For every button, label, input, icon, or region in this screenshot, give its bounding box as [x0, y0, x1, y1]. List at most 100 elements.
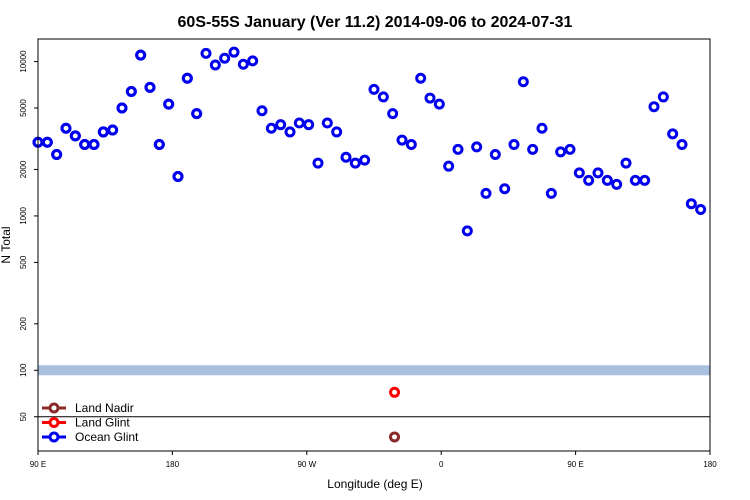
ocean-glint-point	[275, 119, 287, 131]
ocean-glint-point	[340, 151, 352, 163]
ocean-glint-point	[153, 139, 165, 151]
ocean-glint-point	[293, 117, 305, 129]
ocean-glint-point	[312, 157, 324, 169]
land-glint-point	[389, 386, 401, 398]
ocean-glint-point	[237, 58, 249, 70]
ocean-glint-point	[228, 46, 240, 58]
ocean-glint-point	[452, 143, 464, 155]
ocean-glint-point	[471, 141, 483, 153]
x-tick-label: 180	[166, 460, 180, 469]
ocean-glint-point	[200, 47, 212, 59]
ocean-glint-point	[256, 105, 268, 117]
y-axis-label: N Total	[0, 226, 13, 263]
ocean-glint-point	[97, 126, 109, 138]
legend-label-land-glint: Land Glint	[75, 416, 130, 430]
ocean-glint-point	[620, 157, 632, 169]
ocean-glint-point	[564, 143, 576, 155]
ocean-glint-point	[508, 139, 520, 151]
ocean-glint-point	[536, 122, 548, 134]
ocean-glint-point	[359, 154, 371, 166]
ocean-glint-point	[377, 91, 389, 103]
x-tick-label: 180	[703, 460, 717, 469]
y-tick-label: 50	[19, 412, 28, 421]
ocean-glint-point	[125, 85, 137, 97]
x-tick-label: 0	[439, 460, 444, 469]
plot-frame	[37, 38, 711, 452]
land-nadir-point	[389, 431, 401, 443]
legend-label-land-nadir: Land Nadir	[75, 401, 134, 415]
ocean-glint-point	[331, 126, 343, 138]
y-tick-label: 10000	[19, 50, 28, 73]
ocean-glint-point	[592, 167, 604, 179]
y-tick-label: 500	[19, 255, 28, 269]
ocean-glint-point	[545, 187, 557, 199]
ocean-glint-point	[88, 139, 100, 151]
ocean-glint-point	[349, 157, 361, 169]
ocean-glint-point	[181, 72, 193, 84]
ocean-glint-point	[527, 143, 539, 155]
ocean-glint-point	[648, 101, 660, 113]
ocean-glint-point	[321, 117, 333, 129]
ocean-glint-point	[695, 204, 707, 216]
ocean-glint-point	[489, 148, 501, 160]
ocean-glint-point	[284, 126, 296, 138]
ocean-glint-point	[368, 83, 380, 95]
ocean-glint-point	[573, 167, 585, 179]
ocean-glint-point	[667, 128, 679, 140]
ocean-glint-point	[639, 174, 651, 186]
chart-title: 60S-55S January (Ver 11.2) 2014-09-06 to…	[178, 14, 573, 31]
ocean-glint-point	[415, 72, 427, 84]
legend-marker-ocean-glint	[48, 431, 60, 443]
y-tick-label: 2000	[19, 160, 28, 178]
ocean-glint-point	[583, 174, 595, 186]
ocean-glint-point	[611, 178, 623, 190]
x-tick-label: 90 W	[297, 460, 316, 469]
legend-label-ocean-glint: Ocean Glint	[75, 430, 139, 444]
ocean-glint-point	[601, 174, 613, 186]
reference-band	[38, 365, 710, 376]
ocean-glint-point	[676, 139, 688, 151]
ocean-glint-point	[51, 148, 63, 160]
ocean-glint-point	[79, 139, 91, 151]
ocean-glint-point	[209, 59, 221, 71]
x-tick-label: 90 E	[567, 460, 583, 469]
y-tick-label: 5000	[19, 99, 28, 117]
legend-marker-land-nadir	[48, 402, 60, 414]
x-axis-label: Longitude (deg E)	[327, 477, 422, 491]
x-tick-label: 90 E	[30, 460, 46, 469]
ocean-glint-point	[107, 124, 119, 136]
ocean-glint-point	[219, 52, 231, 64]
ocean-glint-point	[135, 49, 147, 61]
ocean-glint-point	[555, 146, 567, 158]
ocean-glint-point	[41, 136, 53, 148]
ocean-glint-point	[60, 122, 72, 134]
ocean-glint-point	[443, 160, 455, 172]
ocean-glint-point	[163, 98, 175, 110]
ocean-glint-point	[191, 108, 203, 120]
ocean-glint-point	[265, 122, 277, 134]
ocean-glint-point	[247, 55, 259, 67]
ocean-glint-point	[433, 98, 445, 110]
ocean-glint-point	[396, 134, 408, 146]
ocean-glint-point	[657, 91, 669, 103]
ocean-glint-point	[517, 76, 529, 88]
ocean-glint-point	[499, 183, 511, 195]
ocean-glint-point	[424, 92, 436, 104]
legend-marker-land-glint	[48, 417, 60, 428]
ocean-glint-point	[172, 171, 184, 183]
ocean-glint-point	[116, 102, 128, 114]
ocean-glint-point	[480, 187, 492, 199]
ocean-glint-point	[685, 198, 697, 210]
y-tick-label: 100	[19, 363, 28, 377]
ocean-glint-point	[461, 225, 473, 237]
y-tick-label: 1000	[19, 206, 28, 224]
ocean-glint-point	[144, 81, 156, 93]
ocean-glint-point	[69, 130, 81, 142]
ocean-glint-point	[405, 139, 417, 151]
ocean-glint-point	[387, 108, 399, 120]
ocean-glint-point	[629, 174, 641, 186]
ocean-glint-point	[303, 119, 315, 131]
y-tick-label: 200	[19, 317, 28, 331]
